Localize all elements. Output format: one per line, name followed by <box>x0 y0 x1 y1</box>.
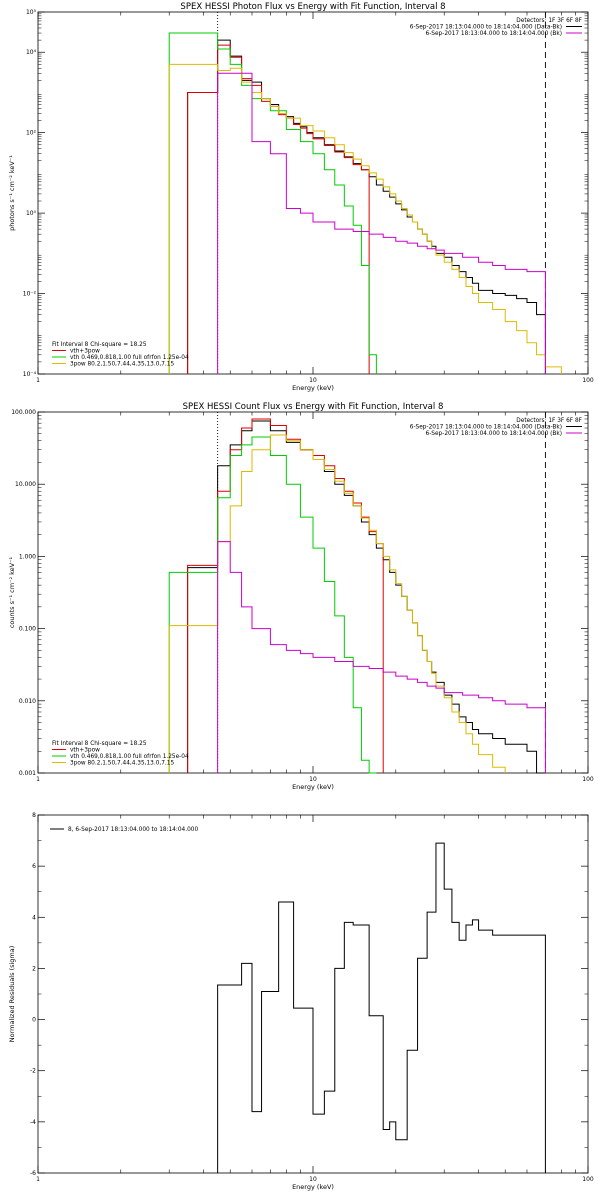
series-line-2 <box>168 32 377 374</box>
legend-entry: 3pow 80.2,1.50,7.44,4.35,13.0,7.15 <box>70 761 174 767</box>
y-tick-label: 10⁴ <box>26 49 37 56</box>
legend-entry: vth+3pow <box>70 748 100 754</box>
series-line-3 <box>168 434 506 773</box>
y-axis-label: photons s⁻¹ cm⁻² keV⁻¹ <box>8 155 16 231</box>
y-axis-label: Normalized Residuals (sigma) <box>8 946 16 1043</box>
x-axis-label: Energy (keV) <box>292 384 334 392</box>
plot-frame <box>37 814 589 1174</box>
chart-title: SPEX HESSI Photon Flux vs Energy with Fi… <box>180 2 445 12</box>
series-line-0 <box>187 39 546 374</box>
series-line-2 <box>168 436 377 774</box>
series-line-4 <box>217 541 546 773</box>
y-tick-label: 1.000 <box>19 553 36 560</box>
y-tick-label: 10⁻² <box>23 291 37 298</box>
legend-entry: 6-Sep-2017 18:13:04.000 to 18:14:04.000 … <box>426 31 562 37</box>
y-tick-label: 100.000 <box>11 409 36 416</box>
series-line-1 <box>187 44 370 374</box>
series-line-0 <box>217 842 546 1173</box>
legend-entry: 6-Sep-2017 18:13:04.000 to 18:14:04.000 … <box>410 425 562 431</box>
x-axis-label: Energy (keV) <box>292 1183 334 1191</box>
series-line-3 <box>168 63 562 374</box>
y-tick-label: 0.100 <box>19 626 36 633</box>
x-tick-label: 100 <box>582 377 594 384</box>
legend-entry: 8, 6-Sep-2017 18:13:04.000 to 18:14:04.0… <box>68 827 198 833</box>
series-line-1 <box>187 418 384 773</box>
x-tick-label: 10 <box>309 776 317 783</box>
y-tick-label: 0 <box>32 1017 36 1024</box>
x-tick-label: 1 <box>36 1176 40 1183</box>
y-tick-label: 10.000 <box>15 481 36 488</box>
legend-entry: Detectors: 1F 3F 6F 8F <box>516 18 582 24</box>
y-tick-label: 10² <box>26 130 37 137</box>
plot-frame <box>37 411 589 774</box>
x-tick-label: 1 <box>36 776 40 783</box>
y-tick-label: 8 <box>32 812 36 819</box>
y-tick-label: 2 <box>32 965 36 972</box>
y-axis-label: counts s⁻¹ cm⁻² keV⁻¹ <box>8 556 16 628</box>
y-tick-label: 10⁰ <box>26 210 37 217</box>
legend-entry: 3pow 80.2,1.50,7.44,4.35,13.0,7.15 <box>70 362 174 368</box>
y-tick-label: 6 <box>32 863 36 870</box>
x-tick-label: 10 <box>309 1176 317 1183</box>
y-tick-label: 10⁻⁴ <box>23 371 37 378</box>
legend-entry: vth 0.469,0.818,1.00 full ofrfon 1.25e-0… <box>70 355 189 361</box>
y-tick-label: 4 <box>32 914 36 921</box>
y-tick-label: 10⁵ <box>26 9 37 16</box>
y-tick-label: -2 <box>30 1068 36 1075</box>
x-tick-label: 100 <box>582 1176 594 1183</box>
legend-entry: Detectors: 1F 3F 6F 8F <box>516 418 582 424</box>
y-tick-label: -4 <box>30 1119 36 1126</box>
y-tick-label: 0.010 <box>19 698 36 705</box>
x-tick-label: 1 <box>36 377 40 384</box>
series-line-4 <box>217 72 546 374</box>
legend-entry: Fit Interval 8 Chi-square = 18.25 <box>52 741 147 747</box>
legend-entry: vth 0.469,0.818,1.00 full ofrfon 1.25e-0… <box>70 754 189 760</box>
y-tick-label: 0.001 <box>19 770 36 777</box>
legend-entry: 6-Sep-2017 18:13:04.000 to 18:14:04.000 … <box>426 431 562 437</box>
x-axis-label: Energy (keV) <box>292 783 334 791</box>
legend-entry: Fit Interval 8 Chi-square = 18.25 <box>52 342 147 348</box>
x-tick-label: 10 <box>309 377 317 384</box>
chart-title: SPEX HESSI Count Flux vs Energy with Fit… <box>183 402 444 412</box>
legend-entry: 6-Sep-2017 18:13:04.000 to 18:14:04.000 … <box>410 25 562 31</box>
x-tick-label: 100 <box>582 776 594 783</box>
y-tick-label: -6 <box>30 1170 36 1177</box>
legend-entry: vth+3pow <box>70 349 100 355</box>
